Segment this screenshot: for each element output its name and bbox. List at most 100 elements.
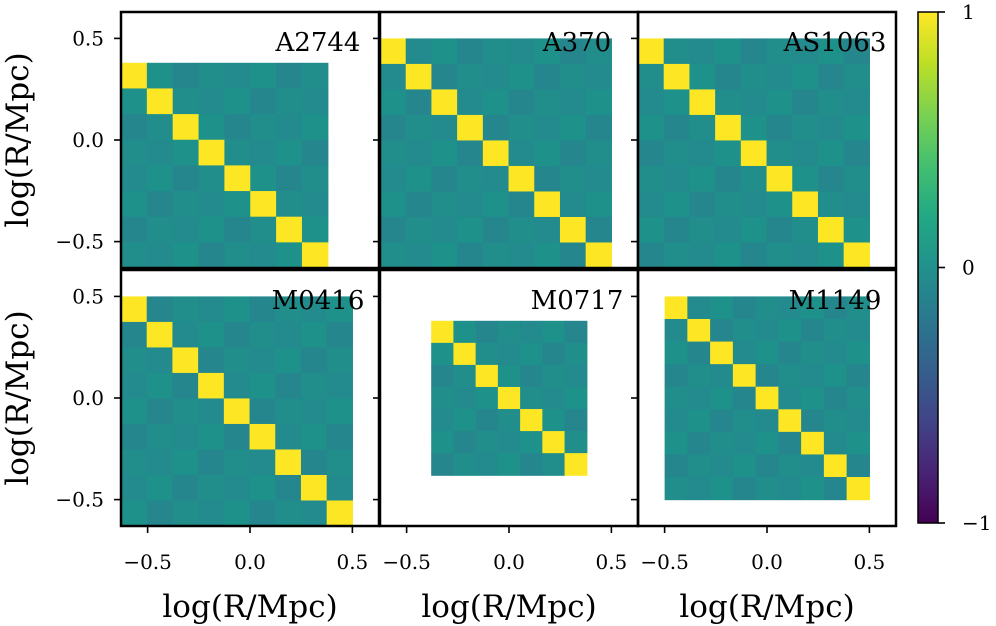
y-tick-label: −0.5 bbox=[55, 488, 104, 512]
heatmap-cell bbox=[431, 114, 458, 142]
heatmap-cell bbox=[801, 318, 825, 343]
heatmap-cell bbox=[817, 63, 845, 91]
heatmap-cell bbox=[687, 341, 711, 365]
heatmap-cell bbox=[740, 63, 768, 91]
heatmap-cell bbox=[559, 114, 587, 142]
colorbar-tick-label: 1 bbox=[962, 0, 975, 24]
heatmap-cell bbox=[301, 139, 329, 166]
heatmap-cell bbox=[766, 216, 793, 244]
heatmap-cell bbox=[453, 386, 477, 410]
heatmap-cell bbox=[198, 88, 225, 115]
heatmap-cell bbox=[250, 114, 277, 141]
heatmap-cell bbox=[710, 477, 734, 501]
heatmap-cell bbox=[146, 191, 174, 218]
y-axis-label: log(R/Mpc) bbox=[0, 52, 36, 227]
heatmap-cell bbox=[508, 38, 535, 65]
heatmap-cell bbox=[431, 386, 455, 410]
heatmap-cell bbox=[638, 89, 665, 116]
heatmap-cell bbox=[275, 423, 302, 451]
diagonal-cell bbox=[843, 242, 870, 269]
heatmap-cell bbox=[585, 114, 612, 142]
diagonal-cell bbox=[380, 38, 407, 65]
heatmap-cell bbox=[482, 216, 510, 244]
heatmap-cell bbox=[663, 165, 691, 193]
heatmap-cell bbox=[300, 296, 328, 323]
heatmap-cell bbox=[732, 431, 757, 456]
heatmap-cell bbox=[638, 216, 665, 244]
heatmap-cell bbox=[223, 372, 251, 400]
panel-m1149: M1149 bbox=[631, 268, 898, 533]
heatmap-cell bbox=[146, 165, 174, 192]
heatmap-cell bbox=[453, 453, 477, 476]
heatmap-cell bbox=[508, 191, 535, 218]
heatmap-cell bbox=[542, 342, 566, 366]
heatmap-cell bbox=[559, 140, 587, 167]
heatmap-cell bbox=[300, 423, 328, 451]
heatmap-cell bbox=[275, 296, 302, 323]
heatmap-cell bbox=[766, 191, 793, 218]
diagonal-cell bbox=[276, 216, 303, 243]
panel-title: A370 bbox=[542, 28, 611, 58]
panel-m0416: M0416 bbox=[114, 268, 381, 533]
heatmap-cell bbox=[732, 477, 757, 501]
heatmap-cell bbox=[508, 114, 535, 142]
heatmap-cell bbox=[564, 409, 588, 432]
heatmap-cell bbox=[431, 165, 458, 193]
heatmap-cell bbox=[172, 88, 200, 115]
diagonal-cell bbox=[715, 114, 742, 142]
panel-a370: A370 bbox=[373, 10, 640, 270]
heatmap-cell bbox=[457, 191, 484, 218]
diagonal-cell bbox=[564, 453, 588, 476]
heatmap-cell bbox=[778, 431, 802, 456]
heatmap-cell bbox=[453, 431, 477, 454]
heatmap-cell bbox=[823, 296, 848, 320]
heatmap-cell bbox=[559, 89, 587, 116]
heatmap-cell bbox=[755, 454, 779, 478]
heatmap-cell bbox=[817, 191, 845, 218]
heatmap-cell bbox=[497, 431, 521, 454]
heatmap-cell bbox=[198, 191, 225, 218]
heatmap-cell bbox=[172, 216, 200, 243]
heatmap-cell bbox=[740, 242, 768, 269]
heatmap-cell bbox=[223, 296, 251, 323]
heatmap-cell bbox=[482, 242, 510, 269]
heatmap-cell bbox=[778, 318, 802, 343]
diagonal-cell bbox=[475, 364, 499, 388]
heatmap-cell bbox=[275, 347, 302, 374]
heatmap-cell bbox=[687, 386, 711, 410]
heatmap-cell bbox=[732, 454, 757, 478]
heatmap-cell bbox=[457, 216, 484, 244]
heatmap-cell bbox=[482, 38, 510, 65]
heatmap-cell bbox=[542, 320, 566, 344]
heatmap-cell bbox=[250, 165, 277, 192]
heatmap-cell bbox=[301, 114, 329, 141]
heatmap-cell bbox=[223, 321, 251, 349]
heatmap-cell bbox=[846, 431, 870, 456]
heatmap-cell bbox=[520, 453, 543, 476]
diagonal-cell bbox=[172, 347, 199, 374]
heatmap-cell bbox=[198, 449, 225, 476]
heatmap-cell bbox=[817, 114, 845, 142]
heatmap-cell bbox=[843, 140, 870, 167]
heatmap-cell bbox=[778, 386, 802, 410]
heatmap-cell bbox=[766, 63, 793, 91]
heatmap-cell bbox=[766, 140, 793, 167]
panel-title: M0717 bbox=[531, 286, 624, 316]
heatmap-cell bbox=[380, 63, 407, 91]
heatmap-cell bbox=[843, 89, 870, 116]
heatmap-cell bbox=[249, 372, 276, 400]
x-tick-label: 0.0 bbox=[234, 550, 266, 574]
heatmap-cell bbox=[585, 38, 612, 65]
diagonal-cell bbox=[689, 89, 716, 116]
heatmap-cell bbox=[121, 372, 148, 400]
heatmap-cell bbox=[715, 140, 742, 167]
heatmap-cell bbox=[792, 89, 819, 116]
heatmap-cell bbox=[689, 242, 716, 269]
heatmap-cell bbox=[710, 364, 734, 388]
heatmap-cell bbox=[520, 364, 543, 388]
diagonal-cell bbox=[817, 216, 845, 244]
y-tick-label: 0.5 bbox=[72, 284, 104, 308]
heatmap-cell bbox=[431, 364, 455, 388]
heatmap-cell bbox=[250, 216, 277, 243]
heatmap-cell bbox=[121, 449, 148, 476]
